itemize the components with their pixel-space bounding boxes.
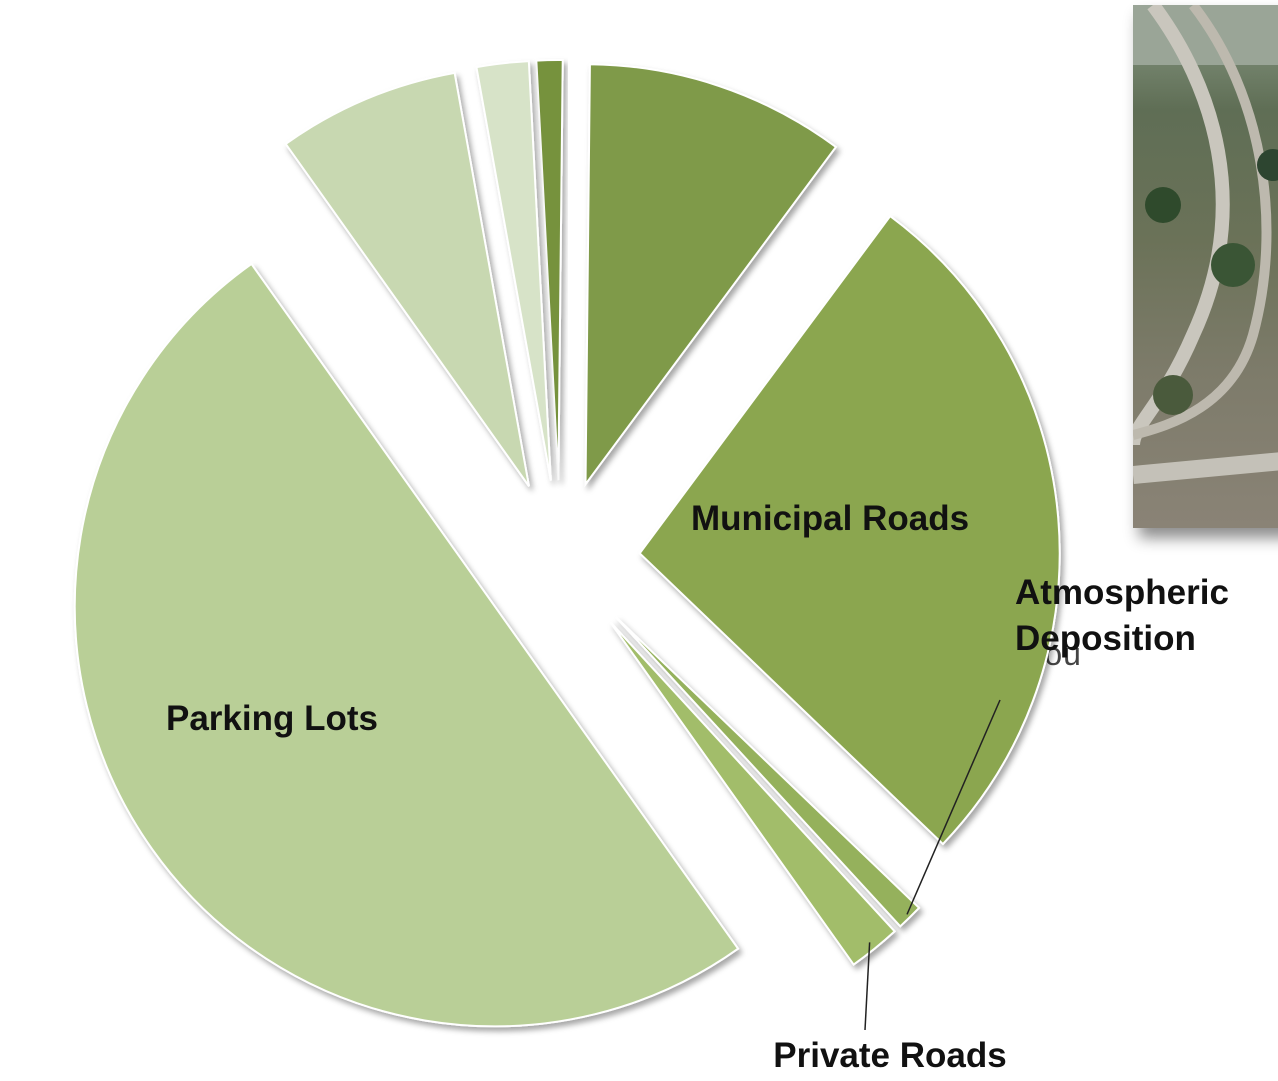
slice-label: Parking Lots: [166, 699, 378, 738]
slice-label: Municipal Roads: [691, 499, 969, 538]
slice-label: Atmospheric Deposition: [1015, 570, 1275, 662]
chart: Municipal Roads Parking Lots Private Roads: [0, 0, 1278, 1081]
pie: [75, 60, 1060, 1026]
slice-label: Private Roads: [773, 1036, 1006, 1075]
slide: Sou Municipal RoadsParking LotsPrivate R…: [0, 0, 1278, 1081]
